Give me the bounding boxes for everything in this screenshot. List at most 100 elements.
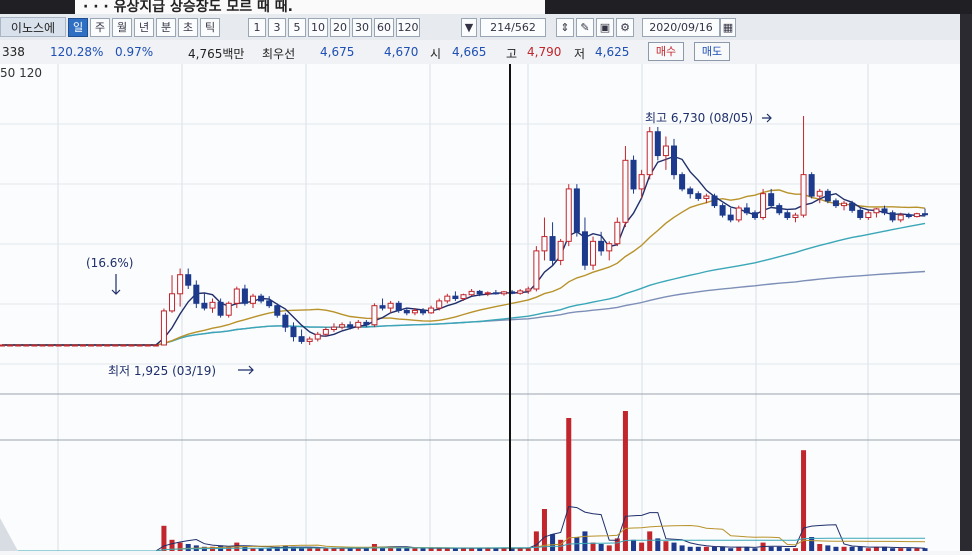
candle-body (581, 231, 588, 266)
candle-body (201, 302, 208, 309)
candlestick-chart[interactable] (0, 64, 972, 552)
volume-bar (339, 548, 345, 551)
timeframe-button[interactable]: 년 (134, 18, 154, 37)
volume-bar (444, 548, 450, 551)
volume-bar (258, 548, 264, 551)
candle-body (371, 305, 378, 326)
candle-body (0, 344, 6, 347)
candle-body (47, 344, 54, 347)
candle-body (290, 326, 297, 338)
candle-body (662, 145, 669, 157)
period-button[interactable]: 60 (374, 18, 394, 37)
volume-bar (882, 546, 888, 551)
candle-body (517, 290, 524, 294)
candle-body (897, 214, 904, 221)
volume-bar (388, 546, 394, 551)
save-icon[interactable]: ▣ (596, 18, 614, 37)
volume-bar (436, 548, 442, 551)
volume-bar (598, 544, 604, 551)
timeframe-button[interactable]: 월 (112, 18, 132, 37)
pen-icon[interactable]: ✎ (576, 18, 594, 37)
candle-body (403, 309, 410, 314)
candle-body (428, 307, 435, 314)
period-button[interactable]: 3 (268, 18, 286, 37)
volume-bar (169, 539, 175, 551)
volume-bar (469, 548, 475, 551)
volume-bar (250, 548, 256, 551)
volume-bar (290, 546, 296, 551)
candle-body (112, 344, 119, 347)
candle-body (889, 212, 896, 221)
volume-bar (274, 546, 280, 551)
candle-body (525, 288, 532, 292)
volume-bar (711, 546, 718, 551)
candle-body (314, 333, 321, 340)
period-button[interactable]: 10 (308, 18, 328, 37)
volume-bar (533, 531, 539, 551)
volume-bar (655, 538, 661, 551)
candle-body (420, 309, 427, 314)
buy-button[interactable]: 매수 (648, 42, 684, 61)
volume-bar (744, 546, 750, 551)
zoom-icon[interactable]: ⇕ (556, 18, 574, 37)
volume-bar (857, 546, 863, 551)
volume-ma-line (2, 524, 926, 552)
candle-body (533, 250, 540, 290)
candle-body (727, 214, 734, 221)
low-label: 저 (574, 47, 586, 61)
open-value: 4,665 (452, 45, 487, 59)
candle-body (873, 208, 880, 214)
candle-body (55, 344, 62, 347)
timeframe-button[interactable]: 분 (156, 18, 176, 37)
gear-icon[interactable]: ⚙ (616, 18, 634, 37)
calendar-icon[interactable]: ▦ (720, 18, 736, 37)
candle-body (177, 274, 184, 295)
timeframe-button[interactable]: 틱 (200, 18, 220, 37)
candle-body (792, 214, 799, 219)
dropdown-arrow-icon[interactable]: ▼ (461, 18, 477, 37)
date-field[interactable]: 2020/09/16 (642, 18, 720, 37)
volume-bar (299, 548, 305, 551)
high-value: 4,790 (527, 45, 562, 59)
stock-name-field[interactable]: 이노스에 (0, 17, 66, 37)
period-button[interactable]: 120 (396, 18, 420, 37)
high-label: 고 (506, 47, 518, 61)
period-button[interactable]: 30 (352, 18, 372, 37)
volume-bar (873, 546, 879, 551)
candle-body (88, 344, 95, 347)
candle-body (274, 305, 281, 316)
candle-body (387, 302, 394, 309)
volume-bar (347, 548, 353, 551)
timeframe-button[interactable]: 주 (90, 18, 110, 37)
candle-body (808, 174, 815, 197)
period-button[interactable]: 5 (288, 18, 306, 37)
volume-bar (380, 546, 386, 551)
candle-body (104, 344, 111, 347)
candle-body (144, 344, 151, 347)
sell-button[interactable]: 매도 (694, 42, 730, 61)
volume-bar (566, 418, 572, 551)
candle-body (225, 302, 232, 316)
period-button[interactable]: 1 (248, 18, 266, 37)
candle-body (209, 301, 216, 309)
candle-body (63, 344, 70, 347)
candle-body (249, 295, 257, 304)
candle-body (128, 344, 135, 347)
volume-bar (509, 548, 515, 551)
timeframe-button[interactable]: 초 (178, 18, 198, 37)
candle-body (339, 324, 346, 328)
chart-area[interactable] (0, 64, 972, 552)
candle-body (865, 212, 872, 219)
volume-ratio: 120.28% (50, 45, 104, 59)
timeframe-button[interactable]: 일 (68, 18, 88, 37)
candle-body (905, 214, 912, 218)
candle-body (31, 344, 38, 347)
volume-bar (493, 548, 499, 551)
volume-bar (703, 546, 709, 551)
candle-body (816, 190, 823, 197)
best-ask-value: 4,675 (320, 45, 355, 59)
period-button[interactable]: 20 (330, 18, 350, 37)
candle-body (670, 145, 678, 176)
candle-body (598, 240, 605, 252)
